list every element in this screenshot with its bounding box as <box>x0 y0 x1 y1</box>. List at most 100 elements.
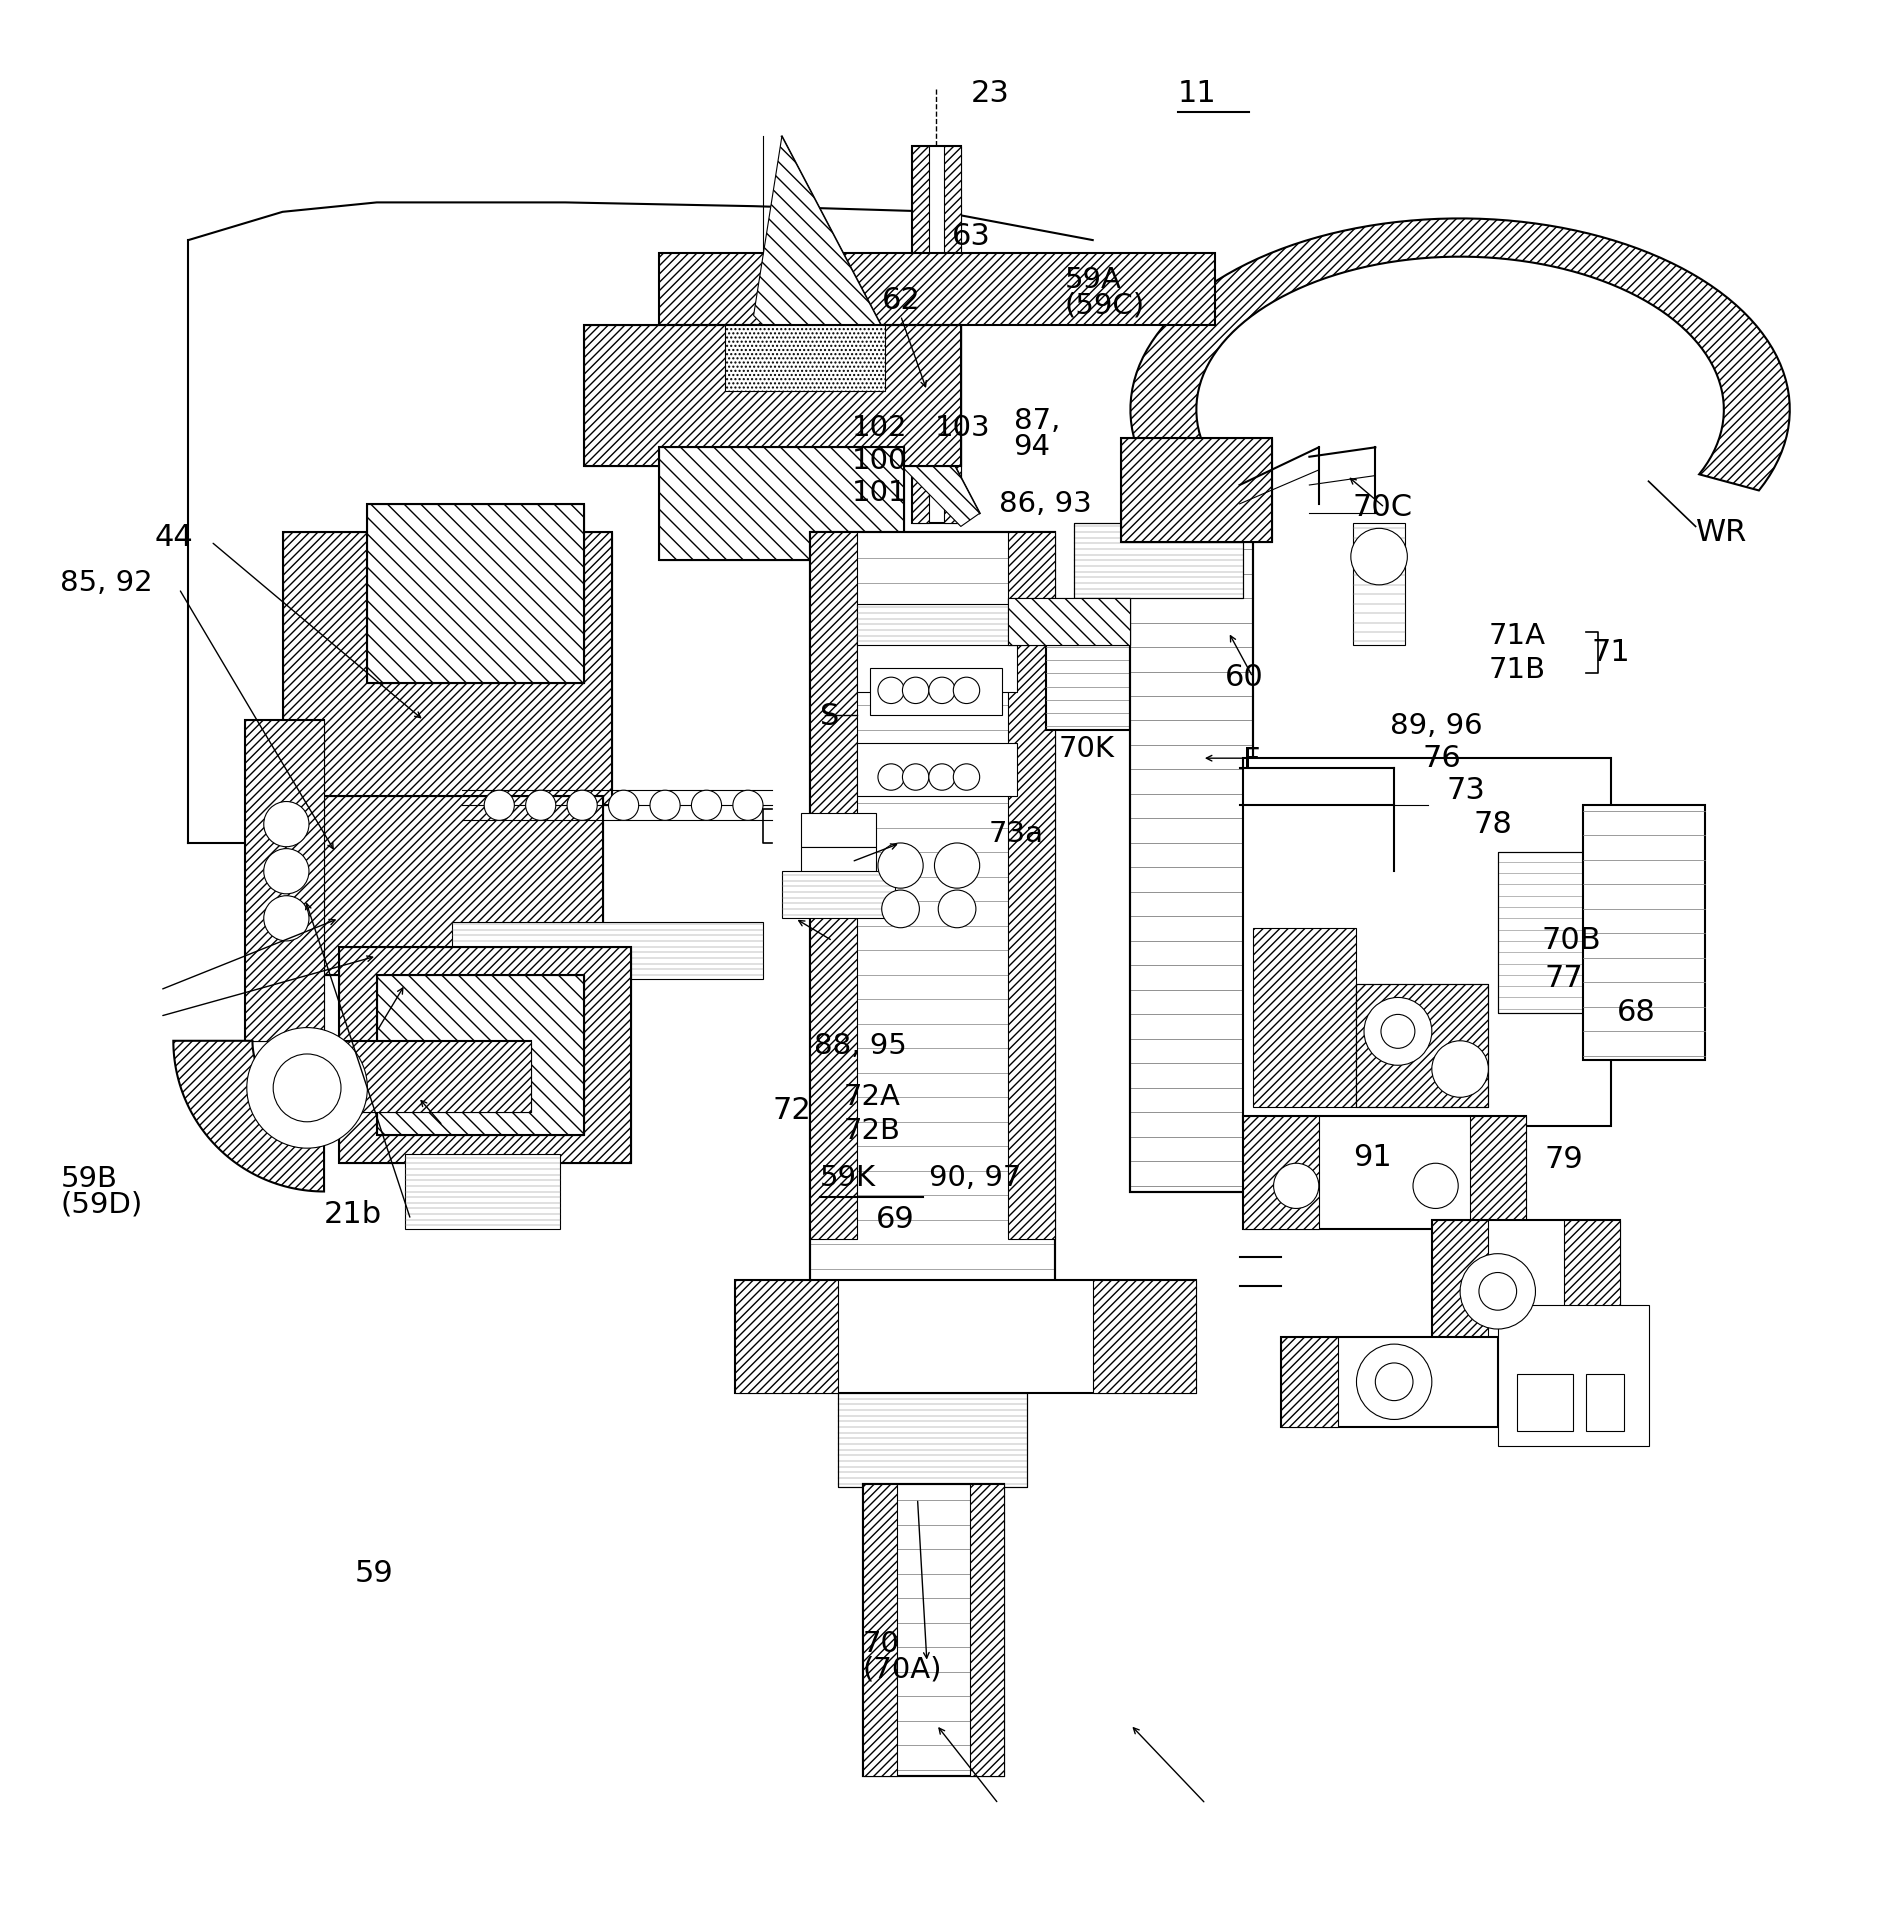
Text: 68: 68 <box>1616 998 1656 1027</box>
Circle shape <box>878 677 904 704</box>
Circle shape <box>878 763 904 790</box>
Text: 72A: 72A <box>844 1084 901 1111</box>
Polygon shape <box>173 1040 324 1191</box>
Bar <box>584 325 961 467</box>
Text: 71B: 71B <box>1488 656 1545 684</box>
Bar <box>659 447 904 560</box>
Bar <box>735 1279 838 1394</box>
Circle shape <box>1432 1040 1488 1097</box>
Circle shape <box>1479 1273 1517 1310</box>
Circle shape <box>273 1054 341 1122</box>
Bar <box>1243 1117 1526 1229</box>
Text: 89, 96: 89, 96 <box>1390 711 1483 740</box>
Circle shape <box>264 801 309 847</box>
Circle shape <box>526 790 556 820</box>
Bar <box>1008 598 1130 644</box>
Text: 59B
(59D): 59B (59D) <box>60 1164 143 1218</box>
Bar <box>863 1484 1004 1776</box>
Bar <box>1046 627 1140 730</box>
Text: 70
(70A): 70 (70A) <box>863 1629 942 1684</box>
Bar <box>339 946 631 1162</box>
Circle shape <box>567 790 597 820</box>
Text: 71A: 71A <box>1488 621 1545 650</box>
Bar <box>377 975 584 1136</box>
Bar <box>367 505 584 683</box>
Bar <box>1121 438 1272 541</box>
Text: 60: 60 <box>1225 663 1264 692</box>
Circle shape <box>882 891 919 927</box>
Bar <box>944 145 961 522</box>
Bar <box>810 532 1055 1352</box>
Bar <box>801 847 876 881</box>
Circle shape <box>929 763 955 790</box>
Bar <box>367 505 584 683</box>
Text: 70B: 70B <box>1541 927 1601 956</box>
Text: 86, 93: 86, 93 <box>999 489 1091 518</box>
Circle shape <box>1351 528 1407 585</box>
Bar <box>912 145 961 522</box>
Bar <box>283 532 612 805</box>
Text: 59: 59 <box>354 1560 394 1589</box>
Text: 77: 77 <box>1545 964 1584 992</box>
Bar <box>311 795 603 975</box>
Circle shape <box>733 790 763 820</box>
Text: 72B: 72B <box>844 1117 901 1145</box>
Bar <box>810 532 1055 1352</box>
Bar <box>1517 1375 1573 1430</box>
Polygon shape <box>1130 218 1790 520</box>
Bar <box>1074 522 1243 598</box>
Bar <box>857 604 1017 644</box>
Text: 76: 76 <box>1422 744 1462 772</box>
Bar <box>584 325 961 467</box>
Text: 73: 73 <box>1447 776 1486 805</box>
Bar <box>1432 1220 1620 1352</box>
Text: 79: 79 <box>1545 1145 1584 1174</box>
Bar <box>245 721 324 1040</box>
Bar <box>1243 1117 1319 1229</box>
Bar <box>1281 1336 1498 1426</box>
Text: 72: 72 <box>772 1096 812 1124</box>
Text: 103: 103 <box>934 415 991 442</box>
Bar <box>1130 505 1253 1191</box>
Bar <box>1281 1336 1338 1426</box>
Bar <box>283 532 612 805</box>
Text: 59K: 59K <box>820 1164 876 1193</box>
Circle shape <box>878 843 923 889</box>
Text: 78: 78 <box>1473 809 1513 839</box>
Bar <box>1074 522 1243 598</box>
Bar <box>245 721 324 1040</box>
Bar <box>863 1484 1004 1776</box>
Bar <box>659 447 904 560</box>
Circle shape <box>1364 998 1432 1065</box>
Bar <box>1121 438 1272 541</box>
Text: 100: 100 <box>852 447 906 474</box>
Text: 70C: 70C <box>1353 493 1413 522</box>
Circle shape <box>264 895 309 941</box>
Text: 102: 102 <box>852 415 906 442</box>
Text: 21b: 21b <box>324 1199 382 1229</box>
Bar <box>1130 505 1253 1191</box>
Bar <box>377 975 584 1136</box>
Bar <box>782 872 895 918</box>
Bar <box>339 946 631 1162</box>
Text: 69: 69 <box>876 1205 916 1235</box>
Circle shape <box>247 1027 367 1149</box>
Bar <box>452 922 763 979</box>
Circle shape <box>264 849 309 893</box>
Bar <box>801 813 876 847</box>
Text: 11: 11 <box>1178 78 1217 107</box>
Circle shape <box>1375 1363 1413 1401</box>
Bar <box>1564 1220 1620 1352</box>
Polygon shape <box>754 136 980 526</box>
Text: 73a: 73a <box>989 820 1044 847</box>
Bar <box>264 1059 350 1117</box>
Circle shape <box>929 677 955 704</box>
Bar <box>1353 522 1405 644</box>
Text: WR: WR <box>1696 518 1746 547</box>
Bar <box>838 1394 1027 1488</box>
Bar <box>863 1484 897 1776</box>
Text: 59A
(59C): 59A (59C) <box>1064 266 1145 319</box>
Bar <box>1008 532 1055 1239</box>
Circle shape <box>609 790 639 820</box>
Text: 87,
94: 87, 94 <box>1014 407 1061 461</box>
